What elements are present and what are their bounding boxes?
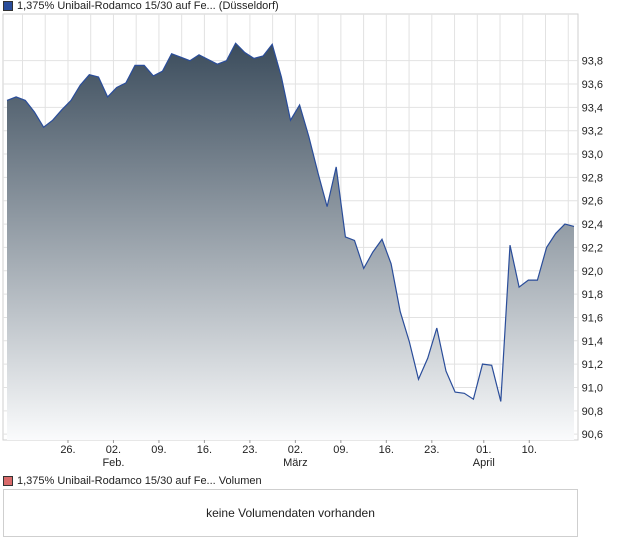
y-tick-label: 92,8 (582, 172, 603, 184)
price-legend-label: 1,375% Unibail-Rodamco 15/30 auf Fe... (… (17, 0, 279, 12)
price-area (6, 42, 575, 440)
x-tick-label: 26. (60, 444, 75, 456)
y-tick-label: 92,0 (582, 266, 603, 278)
volume-legend-swatch (3, 476, 13, 486)
volume-panel: keine Volumendaten vorhanden (3, 489, 578, 537)
x-tick-label: 02. (106, 444, 121, 456)
y-tick-label: 91,4 (582, 336, 603, 348)
x-tick-label: 16. (197, 444, 212, 456)
price-legend: 1,375% Unibail-Rodamco 15/30 auf Fe... (… (3, 0, 279, 12)
y-tick-label: 93,4 (582, 102, 603, 114)
volume-legend: 1,375% Unibail-Rodamco 15/30 auf Fe... V… (3, 475, 262, 487)
price-legend-swatch (3, 1, 13, 11)
x-month-label: Feb. (102, 457, 124, 469)
y-tick-label: 92,4 (582, 219, 603, 231)
y-tick-label: 93,2 (582, 126, 603, 138)
y-tick-label: 90,8 (582, 406, 603, 418)
x-month-label: März (283, 457, 307, 469)
y-tick-label: 93,8 (582, 56, 603, 68)
x-tick-label: 02. (288, 444, 303, 456)
y-tick-label: 92,6 (582, 196, 603, 208)
no-volume-message: keine Volumendaten vorhanden (206, 506, 375, 520)
price-area-fill (7, 43, 574, 440)
y-tick-label: 91,0 (582, 382, 603, 394)
volume-legend-label: 1,375% Unibail-Rodamco 15/30 auf Fe... V… (17, 475, 262, 487)
y-tick-label: 91,6 (582, 312, 603, 324)
y-axis: 93,8 93,6 93,4 93,2 93,0 92,8 92,6 92,4 92,2 92,0… (582, 56, 603, 441)
x-tick-label: 10. (522, 444, 537, 456)
y-tick-label: 93,0 (582, 149, 603, 161)
y-tick-label: 92,2 (582, 242, 603, 254)
x-tick-label: 09. (151, 444, 166, 456)
y-tick-label: 90,6 (582, 429, 603, 441)
y-tick-label: 91,2 (582, 359, 603, 371)
x-tick-label: 16. (379, 444, 394, 456)
x-tick-label: 01. (476, 444, 491, 456)
y-tick-label: 93,6 (582, 79, 603, 91)
x-tick-label: 23. (424, 444, 439, 456)
x-tick-label: 23. (242, 444, 257, 456)
price-line (6, 42, 575, 402)
x-month-label: April (473, 457, 495, 469)
x-tick-label: 09. (333, 444, 348, 456)
y-tick-label: 91,8 (582, 289, 603, 301)
